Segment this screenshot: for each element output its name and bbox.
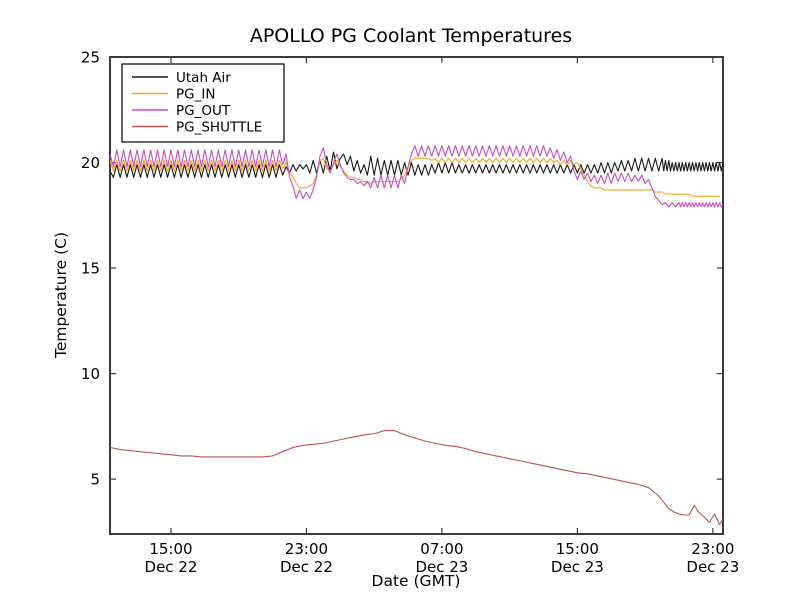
legend-label-pg-in: PG_IN bbox=[176, 87, 215, 103]
x-tick-label-date: Dec 23 bbox=[686, 558, 739, 576]
x-tick-label-time: 23:00 bbox=[691, 540, 734, 558]
x-axis-title: Date (GMT) bbox=[372, 572, 461, 590]
y-tick-label: 20 bbox=[81, 154, 100, 172]
x-tick-label-date: Dec 22 bbox=[145, 558, 198, 576]
plot-frame bbox=[109, 56, 724, 535]
y-tick-label: 15 bbox=[81, 260, 100, 278]
y-tick-label: 10 bbox=[81, 365, 100, 383]
legend-label-pg-shuttle: PG_SHUTTLE bbox=[176, 120, 262, 136]
data-series-group bbox=[110, 145, 723, 526]
x-tick-label-date: Dec 23 bbox=[415, 558, 468, 576]
series-line-pg-shuttle bbox=[110, 430, 723, 526]
series-line-pg-out bbox=[110, 145, 723, 208]
x-tick-label-time: 07:00 bbox=[420, 540, 463, 558]
legend-label-pg-out: PG_OUT bbox=[176, 103, 231, 119]
y-tick-label: 5 bbox=[90, 471, 100, 489]
x-tick-label-time: 15:00 bbox=[556, 540, 599, 558]
plot-area-border bbox=[109, 56, 724, 535]
y-axis-title: Temperature (C) bbox=[52, 232, 70, 359]
x-tick-label-date: Dec 23 bbox=[551, 558, 604, 576]
series-line-pg-in bbox=[110, 157, 721, 197]
x-tick-label-time: 15:00 bbox=[149, 540, 192, 558]
y-tick-label: 25 bbox=[81, 49, 100, 67]
series-line-utah-air bbox=[110, 151, 723, 178]
x-tick-label-date: Dec 22 bbox=[280, 558, 333, 576]
legend-label-utah-air: Utah Air bbox=[176, 70, 231, 86]
chart-title: APOLLO PG Coolant Temperatures bbox=[250, 25, 572, 47]
x-tick-label-time: 23:00 bbox=[285, 540, 328, 558]
